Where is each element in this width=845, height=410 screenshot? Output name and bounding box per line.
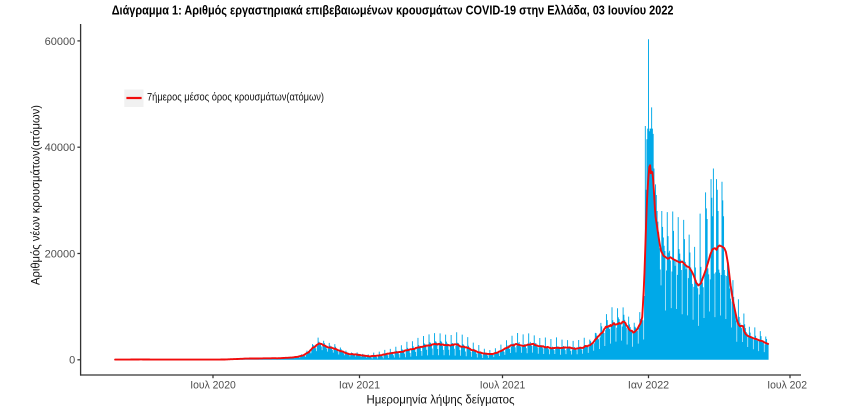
svg-text:Ιουλ 2021: Ιουλ 2021 bbox=[480, 380, 526, 392]
svg-text:Ιουλ 2020: Ιουλ 2020 bbox=[190, 380, 236, 392]
svg-text:40000: 40000 bbox=[45, 142, 76, 154]
svg-text:7ήμερος μέσος όρος κρουσμάτων(: 7ήμερος μέσος όρος κρουσμάτων(ατόμων) bbox=[147, 91, 324, 103]
svg-text:Αριθμός νέων κρουσμάτων(ατόμων: Αριθμός νέων κρουσμάτων(ατόμων) bbox=[29, 105, 43, 285]
svg-text:Ιουλ 2022: Ιουλ 2022 bbox=[767, 380, 813, 392]
svg-text:Ιαν 2021: Ιαν 2021 bbox=[339, 380, 380, 392]
svg-text:0: 0 bbox=[69, 355, 75, 367]
svg-text:60000: 60000 bbox=[45, 36, 76, 48]
svg-text:Ημερομηνία λήψης δείγματος: Ημερομηνία λήψης δείγματος bbox=[367, 393, 515, 407]
svg-text:20000: 20000 bbox=[45, 248, 76, 260]
svg-text:Διάγραμμα 1: Αριθμός εργαστηρι: Διάγραμμα 1: Αριθμός εργαστηριακά επιβεβ… bbox=[112, 3, 674, 18]
svg-text:Ιαν 2022: Ιαν 2022 bbox=[628, 380, 669, 392]
